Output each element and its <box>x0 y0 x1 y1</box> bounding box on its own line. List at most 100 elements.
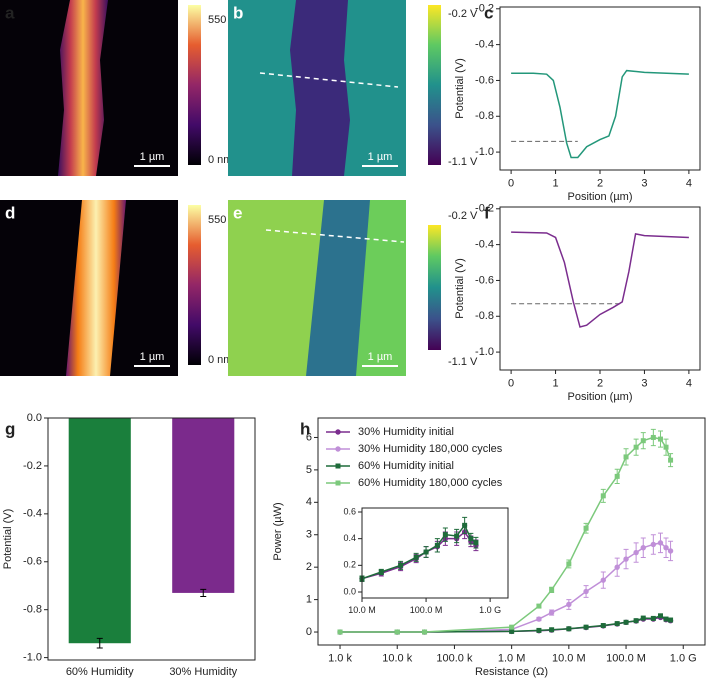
marker <box>650 541 657 548</box>
scale-bar-label: 1 µm <box>368 151 393 163</box>
marker <box>335 429 341 435</box>
colorbar <box>188 5 201 165</box>
marker <box>548 609 555 616</box>
marker <box>434 542 440 548</box>
panel-label: h <box>300 419 310 438</box>
chart: -0.2 -0.4 -0.6 -0.8 -1.0 0 1 2 3 4 Position (µm) Po… <box>454 3 701 203</box>
x-tick-label: 10.0 k <box>382 652 412 664</box>
y-tick-label: 6 <box>306 431 312 443</box>
marker <box>623 619 629 625</box>
y-tick-label: -0.8 <box>475 310 494 322</box>
colorbar-min: -1.1 V <box>448 356 478 368</box>
panel-label: f <box>484 203 490 222</box>
panel-label: b <box>233 3 243 22</box>
y-tick-label: -0.6 <box>475 74 494 86</box>
y-tick-label: -0.2 <box>23 460 42 472</box>
x-tick-label: 1.0 G <box>479 605 501 615</box>
marker <box>442 532 448 538</box>
marker <box>663 616 669 622</box>
marker <box>640 615 646 621</box>
marker <box>549 627 555 633</box>
x-tick-label: 4 <box>686 377 692 389</box>
marker <box>657 613 663 619</box>
y-axis-label: Potential (V) <box>2 509 14 570</box>
chart: 0.0 0.2 0.4 0.6 10.0 M 100.0 M 1.0 G <box>343 506 509 615</box>
marker <box>650 615 656 621</box>
x-tick-label: 60% Humidity <box>66 666 134 678</box>
y-tick-label: 4 <box>306 496 312 508</box>
marker <box>583 588 589 595</box>
panel-label: d <box>5 203 15 222</box>
x-axis-label: Position (µm) <box>567 391 632 403</box>
marker <box>600 493 606 499</box>
y-axis-label: Potential (V) <box>454 58 466 119</box>
x-tick-label: 100.0 M <box>606 652 646 664</box>
x-tick-label: 1.0 M <box>498 652 526 664</box>
marker <box>583 525 589 531</box>
marker <box>583 624 589 630</box>
legend-label: 30% Humidity initial <box>358 426 454 438</box>
y-tick-label: -0.8 <box>475 110 494 122</box>
panel-label: c <box>484 3 493 22</box>
bar <box>68 418 131 644</box>
y-tick-label: -0.4 <box>23 508 42 520</box>
marker <box>536 627 542 633</box>
y-tick-label: -1.0 <box>23 652 42 664</box>
marker <box>462 522 468 528</box>
error-bar <box>200 588 207 598</box>
panel-label: e <box>233 203 242 222</box>
marker <box>509 624 515 630</box>
marker <box>473 540 479 546</box>
colorbar-min: 0 nm <box>208 154 232 166</box>
y-tick-label: 0 <box>306 626 312 638</box>
colorbar-max: -0.2 V <box>448 210 478 222</box>
bar <box>172 418 235 593</box>
error-bar <box>96 637 103 649</box>
colorbar <box>428 5 441 165</box>
marker <box>398 562 404 568</box>
plot-area <box>500 7 700 170</box>
marker <box>335 463 341 469</box>
scale-bar-label: 1 µm <box>140 151 165 163</box>
axes-frame <box>361 507 509 599</box>
chart: 0 1 2 3 4 5 6 1.0 k 10.0 k 100.0 k 1.0 M 10.0 M 100.… <box>272 417 706 678</box>
marker <box>378 569 384 575</box>
marker <box>667 548 674 554</box>
marker <box>633 444 639 450</box>
marker <box>566 601 572 608</box>
y-tick-label: -0.2 <box>475 203 494 215</box>
marker <box>413 554 419 560</box>
marker <box>468 536 474 542</box>
axes-frame <box>317 417 706 646</box>
x-tick-label: 1 <box>552 177 558 189</box>
y-tick-label: -0.2 <box>475 3 494 15</box>
marker <box>566 561 572 567</box>
marker <box>394 629 400 635</box>
plot-area <box>500 207 700 370</box>
y-tick-label: 5 <box>306 464 312 476</box>
y-axis-label: Power (µW) <box>272 502 284 560</box>
x-tick-label: 3 <box>641 377 647 389</box>
x-tick-label: 30% Humidity <box>169 666 237 678</box>
y-tick-label: -0.8 <box>23 604 42 616</box>
marker <box>650 434 656 440</box>
x-tick-label: 2 <box>597 177 603 189</box>
marker <box>335 480 341 486</box>
marker <box>337 629 343 635</box>
image-e: 1 µm <box>228 200 406 376</box>
axes-frame <box>47 417 256 661</box>
legend-label: 60% Humidity 180,000 cycles <box>358 477 503 489</box>
marker <box>640 545 646 551</box>
axes-frame <box>499 6 701 171</box>
panel-label: g <box>5 419 15 438</box>
legend-label: 30% Humidity 180,000 cycles <box>358 443 503 455</box>
marker <box>549 587 555 593</box>
y-tick-label: -1.0 <box>475 346 494 358</box>
x-axis-label: Resistance (Ω) <box>475 666 548 678</box>
scale-bar-label: 1 µm <box>140 351 165 363</box>
x-tick-label: 10.0 M <box>552 652 586 664</box>
y-tick-label: 0.0 <box>343 586 356 596</box>
y-tick-label: 0.4 <box>343 533 356 543</box>
y-tick-label: 0.6 <box>343 506 356 516</box>
x-tick-label: 100.0 k <box>436 652 473 664</box>
